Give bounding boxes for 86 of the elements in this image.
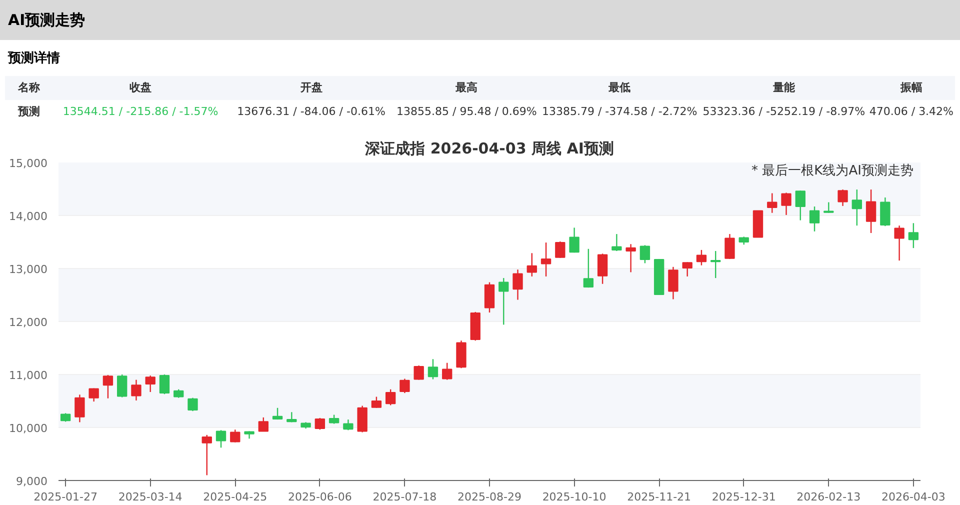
candlestick (357, 405, 368, 433)
candlestick (795, 190, 806, 221)
candlestick (852, 188, 862, 226)
chart-title: 深证成指 2026-04-03 周线 AI预测 (364, 140, 614, 158)
text: 振幅 (899, 80, 924, 96)
candlestick (88, 388, 99, 402)
text: 预测 (16, 104, 41, 120)
candlestick (583, 248, 594, 288)
text: 13855.85 / 95.48 / 0.69% (396, 104, 538, 120)
candlestick (894, 224, 904, 262)
candlestick (400, 378, 410, 394)
text: 预测详情 (6, 50, 60, 68)
candlestick (117, 374, 128, 398)
x-tick-label: 2025-10-10 (542, 490, 606, 504)
candlestick (145, 374, 156, 393)
text: 开盘 (299, 80, 324, 96)
text: AI预测走势 (0, 0, 960, 40)
candlestick (314, 417, 326, 430)
x-tick-label: 2025-01-27 (34, 490, 98, 504)
candlestick (343, 418, 354, 431)
text: 13385.79 / -374.58 / -2.72% (541, 104, 698, 120)
candlestick (781, 192, 792, 216)
candlestick (230, 429, 240, 443)
y-tick-label: 15,000 (9, 157, 48, 170)
x-tick-label: 2026-02-13 (796, 490, 861, 504)
y-tick-label: 9,000 (16, 475, 48, 488)
text: 13676.31 / -84.06 / -0.61% (236, 104, 386, 120)
candlestick (216, 430, 226, 448)
y-tick-label: 12,000 (9, 316, 48, 329)
x-tick-label: 2025-08-29 (458, 490, 522, 504)
x-tick-label: 2025-06-06 (288, 490, 352, 504)
candlestick (498, 277, 509, 326)
candlestick (724, 233, 735, 260)
text: 量能 (772, 80, 796, 96)
y-tick-label: 10,000 (9, 422, 48, 435)
text: 13544.51 / -215.86 / -1.57% (62, 104, 220, 120)
candlestick (512, 268, 523, 300)
candlestick (159, 374, 170, 395)
candlestick (597, 253, 608, 284)
y-tick-label: 14,000 (9, 210, 48, 223)
candlestick (328, 414, 340, 424)
candlestick (880, 196, 890, 227)
text: 收盘 (128, 80, 153, 96)
candlestick (640, 244, 650, 264)
x-tick-label: 2025-04-25 (203, 490, 268, 504)
x-tick-label: 2025-07-18 (372, 490, 437, 504)
candlestick (696, 249, 707, 266)
candlestick (668, 266, 678, 300)
candlestick (626, 244, 636, 273)
candlestick (555, 240, 566, 258)
candlestick (442, 362, 452, 380)
candlestick (74, 394, 85, 423)
x-tick-label: 2025-11-21 (627, 490, 692, 504)
text: 53323.36 / -5252.19 / -8.97% (702, 104, 866, 120)
annotation: * 最后一根K线为AI预测走势 (752, 164, 914, 178)
candlestick (131, 379, 142, 402)
x-tick-label: 2025-03-14 (118, 490, 182, 504)
x-tick-label: 2026-04-03 (881, 490, 946, 504)
text: 470.06 / 3.42% (868, 104, 955, 120)
candlestick (612, 233, 622, 252)
text: 名称 (16, 80, 41, 96)
candlestick (484, 282, 495, 314)
y-tick-label: 11,000 (9, 369, 48, 382)
candlestick (710, 250, 721, 279)
x-tick-label: 2025-12-31 (712, 490, 776, 504)
candlestick (682, 262, 692, 278)
candlestick (102, 374, 114, 399)
candlestick (824, 202, 834, 214)
candlestick (767, 192, 778, 214)
text: 最高 (454, 80, 479, 96)
candlestick (428, 358, 438, 380)
candlestick (569, 227, 580, 254)
candlestick (526, 252, 537, 278)
candlestick (202, 434, 212, 476)
candlestick (414, 364, 424, 380)
y-tick-label: 13,000 (9, 263, 48, 276)
candlestick (809, 206, 820, 232)
candlestick (540, 242, 552, 278)
candlestick (258, 416, 268, 432)
candlestick (908, 222, 919, 249)
candlestick (188, 397, 198, 412)
candlestick (385, 388, 396, 406)
candlestick (371, 396, 382, 408)
text: 最低 (608, 80, 632, 96)
candlestick (866, 188, 876, 234)
candlestick (838, 188, 848, 207)
